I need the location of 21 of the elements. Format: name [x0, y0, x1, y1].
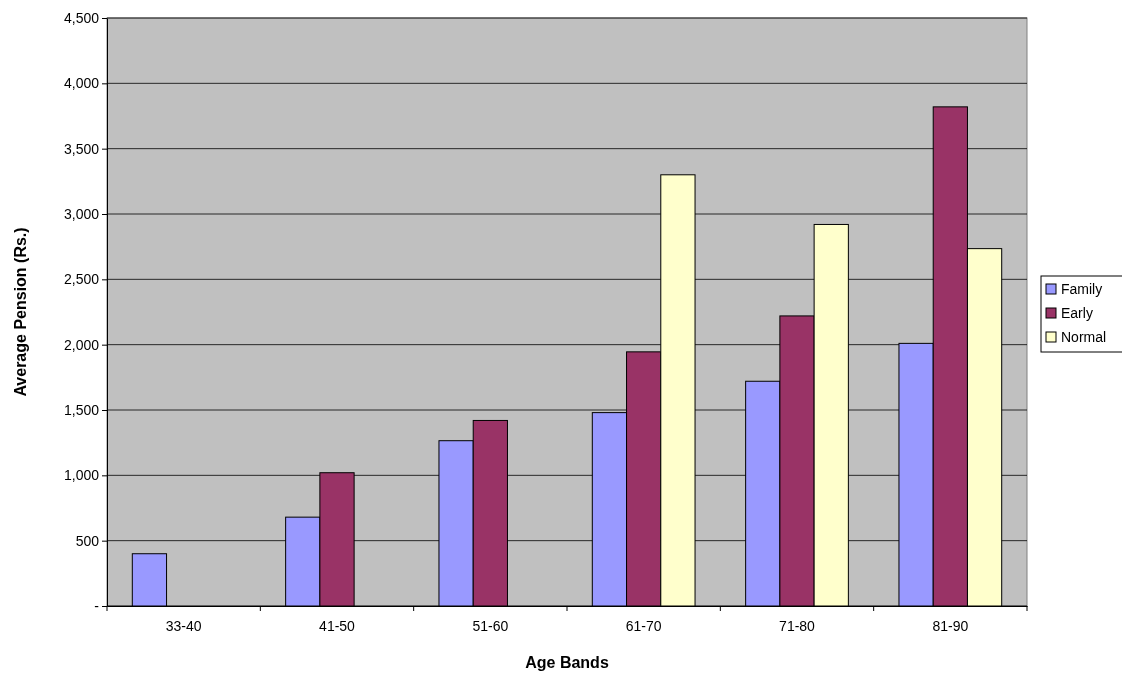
x-tick-label: 61-70: [625, 618, 662, 635]
x-axis-title: Age Bands: [525, 654, 609, 671]
x-tick-label: 51-60: [472, 618, 509, 635]
y-tick-label: 4,000: [63, 75, 100, 92]
y-tick-label: 500: [75, 532, 100, 549]
x-tick-label: 71-80: [779, 618, 816, 635]
y-tick-label: 3,500: [63, 140, 100, 157]
x-tick-label: 81-90: [932, 618, 969, 635]
legend-label: Early: [1061, 305, 1093, 321]
y-tick-label: -: [94, 597, 100, 614]
y-axis-title: Average Pension (Rs.): [12, 227, 29, 397]
y-tick-label: 4,500: [63, 9, 100, 26]
y-tick-label: 2,500: [63, 271, 100, 288]
y-tick-label: 1,000: [63, 467, 100, 484]
y-tick-label: 3,000: [63, 205, 100, 222]
x-tick-label: 41-50: [319, 618, 356, 635]
legend-label: Normal: [1061, 329, 1107, 345]
y-tick-label: 1,500: [63, 401, 100, 418]
x-tick-label: 33-40: [165, 618, 202, 635]
y-tick-label: 2,000: [63, 336, 100, 353]
legend-label: Family: [1061, 281, 1103, 297]
